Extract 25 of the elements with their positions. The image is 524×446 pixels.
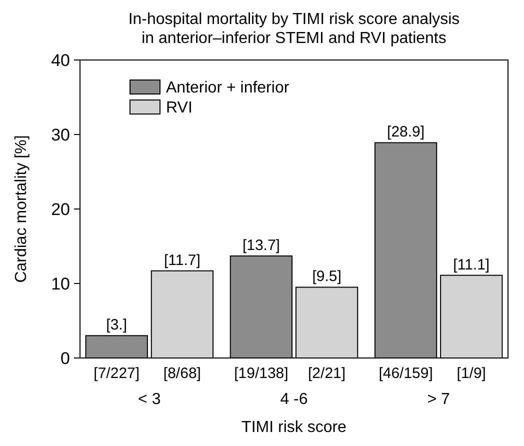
- x-tick-label: 4 -6: [280, 391, 308, 408]
- data-label: [28.9]: [387, 124, 425, 141]
- data-label: [3.]: [106, 316, 128, 334]
- x-tick-label: < 3: [138, 391, 161, 408]
- data-label: [11.7]: [164, 252, 200, 269]
- data-label: [13.7]: [242, 236, 280, 254]
- x-tick-label: > 7: [427, 391, 450, 408]
- data-label: [9.5]: [312, 268, 342, 286]
- y-tick-label: 40: [51, 50, 70, 70]
- text: [8/68]: [163, 365, 201, 382]
- text: [46/159]: [378, 365, 433, 382]
- y-tick-label: 0: [60, 348, 70, 368]
- legend-label: RVI: [166, 100, 192, 117]
- text: [1/9]: [456, 365, 486, 382]
- chart-title: In-hospital mortality by TIMI risk score analysis in anterior–inferior STEMI and RVI patients: [128, 11, 460, 47]
- text: [2/21]: [308, 365, 346, 382]
- y-tick-label: 30: [51, 125, 70, 144]
- y-axis-title: Cardiac mortality [%]: [13, 135, 30, 283]
- text: [19/138]: [234, 365, 288, 382]
- legend-label: Anterior + inferior: [166, 80, 290, 97]
- x-axis-title: TIMI risk score: [242, 419, 347, 436]
- data-label: [11.1]: [453, 256, 490, 274]
- y-tick-label: 10: [51, 274, 70, 294]
- text: [7/227]: [94, 365, 140, 382]
- y-tick-label: 20: [51, 200, 70, 219]
